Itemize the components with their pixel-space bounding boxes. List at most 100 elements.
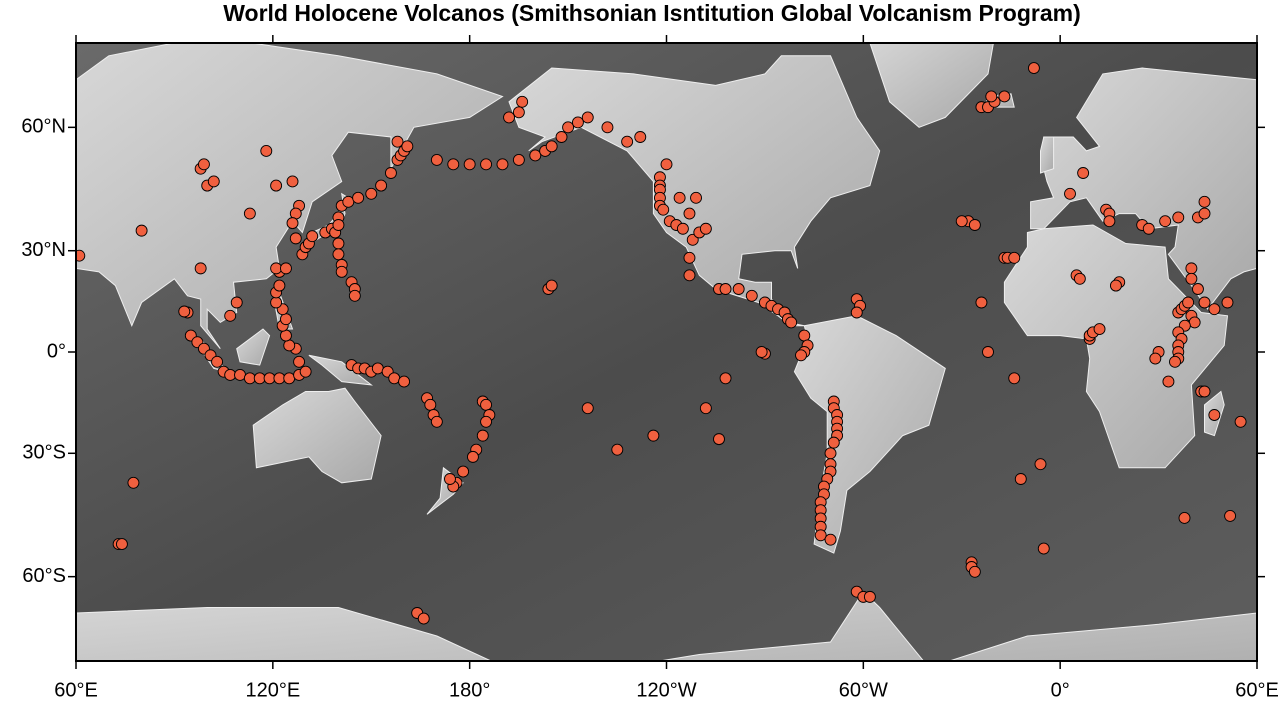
volcano bbox=[332, 219, 345, 231]
x-tick-label: 60°W bbox=[839, 679, 888, 701]
volcano bbox=[683, 269, 696, 282]
volcano bbox=[417, 612, 430, 625]
volcano bbox=[211, 355, 224, 368]
map-title: World Holocene Volcanos (Smithsonian Isn… bbox=[223, 0, 1080, 26]
land bbox=[76, 43, 504, 350]
volcano bbox=[1093, 323, 1106, 335]
volcano bbox=[1185, 272, 1198, 285]
volcano bbox=[299, 365, 312, 378]
volcano bbox=[824, 533, 837, 546]
volcano bbox=[224, 309, 237, 322]
volcano bbox=[673, 191, 686, 204]
volcano bbox=[1185, 262, 1198, 275]
volcano bbox=[480, 415, 493, 428]
volcano bbox=[1234, 415, 1247, 428]
volcano bbox=[850, 306, 863, 319]
volcano bbox=[634, 131, 647, 143]
y-tick-label: 30°S bbox=[22, 442, 66, 464]
volcano bbox=[827, 436, 840, 449]
volcano bbox=[1073, 272, 1086, 285]
volcano bbox=[332, 248, 345, 261]
volcano bbox=[280, 262, 292, 275]
volcano bbox=[985, 90, 998, 103]
volcano bbox=[289, 232, 302, 245]
y-tick-label: 30°N bbox=[21, 239, 66, 261]
volcano bbox=[1008, 372, 1021, 385]
volcano bbox=[1191, 283, 1204, 295]
volcano bbox=[76, 249, 86, 262]
volcano bbox=[968, 565, 981, 578]
volcano bbox=[814, 529, 827, 542]
volcano bbox=[998, 90, 1011, 103]
volcano bbox=[224, 369, 237, 381]
volcano bbox=[1208, 409, 1221, 421]
volcano bbox=[755, 346, 768, 358]
volcano bbox=[388, 372, 401, 385]
volcano bbox=[571, 116, 584, 129]
volcano-layer bbox=[76, 62, 1247, 673]
volcano bbox=[1198, 207, 1211, 220]
volcano bbox=[243, 207, 256, 220]
volcano bbox=[273, 279, 286, 292]
volcano bbox=[447, 158, 460, 171]
volcano bbox=[1014, 473, 1027, 485]
volcano bbox=[293, 355, 306, 368]
volcano bbox=[466, 450, 479, 463]
volcano bbox=[1198, 195, 1211, 208]
volcano bbox=[444, 473, 456, 485]
volcano bbox=[686, 233, 699, 246]
y-tick-label: 0° bbox=[47, 340, 66, 362]
volcano bbox=[365, 187, 378, 200]
volcano bbox=[657, 203, 670, 216]
volcano bbox=[496, 158, 509, 171]
volcano bbox=[719, 372, 732, 385]
volcano bbox=[732, 283, 745, 295]
volcano bbox=[660, 158, 673, 171]
y-tick-label: 60°N bbox=[21, 116, 66, 138]
x-tick-label: 180° bbox=[449, 679, 490, 701]
volcano bbox=[352, 191, 365, 204]
volcano bbox=[529, 149, 542, 162]
volcano bbox=[503, 111, 515, 124]
volcano bbox=[745, 289, 758, 302]
volcano bbox=[1198, 385, 1211, 398]
volcano bbox=[127, 476, 140, 489]
volcano bbox=[424, 398, 437, 411]
volcano bbox=[197, 158, 210, 171]
volcano bbox=[1172, 211, 1185, 224]
volcano bbox=[480, 158, 493, 171]
volcano bbox=[348, 289, 361, 302]
volcano bbox=[335, 265, 348, 278]
volcano bbox=[115, 538, 128, 551]
volcano bbox=[955, 215, 968, 228]
volcano bbox=[1224, 509, 1237, 522]
y-tick-label: 60°S bbox=[22, 565, 66, 587]
volcano bbox=[391, 135, 404, 148]
volcano bbox=[512, 106, 525, 119]
volcano bbox=[476, 429, 489, 442]
volcano bbox=[545, 140, 558, 153]
x-tick-label: 120°W bbox=[636, 679, 696, 701]
volcano bbox=[581, 402, 594, 415]
volcano bbox=[1149, 352, 1162, 365]
volcano bbox=[273, 372, 286, 385]
volcano bbox=[982, 346, 994, 358]
volcano bbox=[480, 398, 493, 411]
volcano bbox=[727, 662, 738, 673]
volcano bbox=[719, 283, 732, 295]
volcano bbox=[230, 296, 243, 309]
volcano bbox=[690, 191, 702, 204]
volcano bbox=[1034, 458, 1047, 471]
volcano bbox=[135, 224, 148, 237]
volcano bbox=[286, 175, 299, 188]
land bbox=[1040, 136, 1055, 174]
volcano bbox=[1077, 167, 1090, 179]
land bbox=[1003, 224, 1229, 469]
volcano bbox=[398, 375, 411, 388]
volcano bbox=[676, 222, 689, 235]
volcano bbox=[342, 195, 355, 208]
volcano bbox=[621, 135, 634, 148]
volcano bbox=[1142, 222, 1155, 235]
volcano bbox=[401, 140, 414, 153]
volcano bbox=[975, 296, 988, 309]
